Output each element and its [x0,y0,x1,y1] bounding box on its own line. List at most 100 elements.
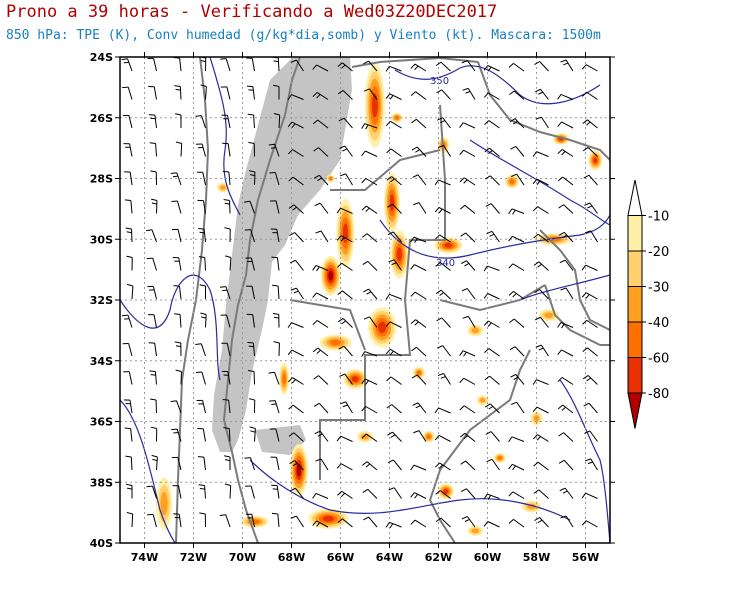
wind-barb [581,264,598,271]
terrain-mask [255,425,306,455]
barb-feather [126,231,132,234]
barb-feather [269,400,276,402]
convergence-cell [416,370,421,375]
barb-feather [122,86,129,89]
wind-barb [271,484,280,499]
barb-staff [225,514,231,528]
wind-barb [532,434,549,442]
barb-feather [199,487,205,490]
barb-feather [389,350,394,356]
barb-feather [339,373,346,377]
convergence-cell [544,312,554,318]
barb-feather [486,458,493,463]
barb-feather [582,91,588,97]
barb-staff [154,343,157,357]
barb-staff [587,147,598,157]
wind-barb [557,349,574,357]
wind-barb [124,171,133,186]
barb-staff [585,520,598,528]
barb-feather [562,234,567,238]
barb-staff [587,119,598,129]
wind-barb [388,259,402,271]
barb-feather [459,177,465,183]
chile-argentina-border [222,57,301,543]
barb-staff [562,404,574,414]
wind-barb [223,427,231,442]
barb-feather [361,378,366,385]
wind-barb [485,175,500,186]
barb-staff [153,314,157,328]
barb-staff [274,372,280,385]
barb-feather [461,516,468,520]
barb-staff [586,91,598,100]
barb-feather [126,283,134,287]
barb-staff [316,64,329,72]
barb-feather [485,203,492,207]
barb-feather [125,227,132,230]
barb-feather [464,262,470,267]
barb-feather [340,237,345,242]
barb-feather [512,209,516,215]
barb-feather [314,430,321,435]
barb-feather [413,430,420,434]
barb-feather [559,487,566,492]
barb-staff [152,485,157,499]
wind-barb [437,373,451,385]
barb-staff [316,520,329,528]
barb-feather [287,349,293,356]
wind-barb [150,398,157,414]
barb-feather [339,173,346,177]
barb-staff [466,516,476,528]
barb-feather [317,177,322,181]
barb-staff [438,206,451,214]
barb-feather [316,349,321,354]
barb-feather [434,207,440,213]
wind-barb [198,256,206,271]
wind-barb [220,86,231,100]
barb-staff [154,115,157,129]
barb-staff [202,400,206,414]
barb-staff [440,517,451,528]
barb-staff [316,92,329,100]
barb-feather [557,94,562,100]
wind-barb [337,518,353,528]
barb-feather [336,207,342,214]
wind-barb [362,260,378,271]
barb-feather [361,123,366,129]
wind-barb [195,343,206,357]
barb-feather [557,121,562,127]
barb-staff [539,289,549,300]
barb-staff [365,178,378,186]
wind-barb [484,375,500,385]
barb-staff [516,173,525,186]
barb-staff [561,349,574,357]
barb-feather [536,180,541,185]
colorbar-label: -80 [648,387,669,402]
wind-barb [223,199,231,214]
barb-feather [125,455,132,458]
wind-barb [312,320,329,328]
barb-staff [129,172,133,186]
barb-staff [488,120,500,129]
wind-barb [533,233,549,243]
barb-staff [291,94,304,100]
wind-barb [413,430,427,442]
wind-barb [437,345,451,357]
wind-barb [314,202,329,214]
convergence-cell [426,434,431,439]
wind-barb [290,287,304,300]
barb-feather [152,458,158,462]
barb-staff [413,464,427,471]
barb-feather [288,404,294,410]
barb-staff [488,348,500,357]
barb-staff [226,343,231,357]
barb-staff [155,143,157,157]
barb-feather [390,434,396,438]
wind-barb [533,489,549,499]
barb-staff [178,286,182,300]
wind-barb [387,203,402,214]
barb-staff [364,123,378,129]
barb-staff [127,58,133,72]
barb-feather [337,262,343,268]
barb-staff [440,289,451,300]
